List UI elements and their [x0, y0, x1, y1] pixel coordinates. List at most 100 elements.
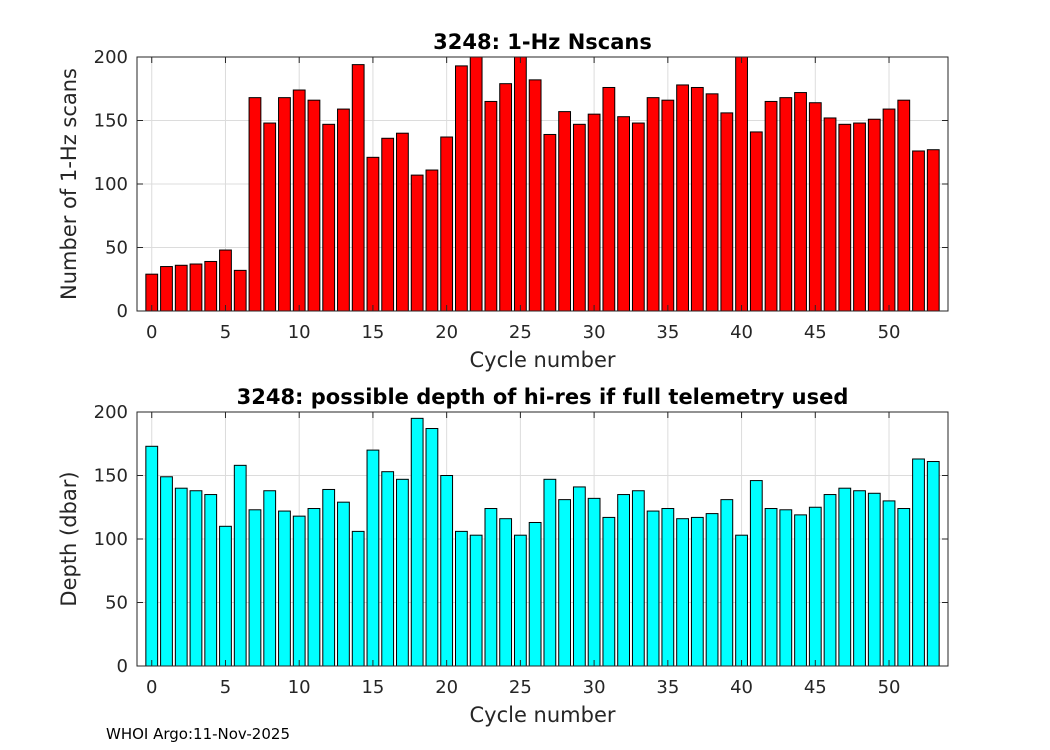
bottom-bar-2 — [174, 487, 188, 667]
top-bar-33 — [631, 122, 645, 312]
bottom-ytick-label-0: 0 — [117, 656, 128, 677]
top-bar-18 — [410, 174, 424, 312]
bottom-chart: 0 5 10 15 20 25 30 35 40 45 50 0 50 100 150 200 3248: po… — [57, 385, 949, 727]
bottom-xtick-label-45: 45 — [804, 677, 827, 698]
bottom-xtick-label-30: 30 — [583, 677, 606, 698]
bottom-bar-30 — [587, 497, 601, 667]
top-xtick-label-35: 35 — [656, 322, 679, 343]
top-bar-46 — [823, 117, 837, 312]
bottom-bar-19 — [425, 428, 439, 667]
top-bar-39 — [720, 112, 734, 312]
bottom-bar-4 — [204, 494, 218, 667]
bottom-xtick-label-15: 15 — [361, 677, 384, 698]
bottom-bar-48 — [853, 490, 866, 667]
bottom-bar-14 — [351, 530, 365, 667]
top-bar-52 — [912, 150, 925, 312]
top-xtick-label-0: 0 — [146, 322, 157, 343]
bottom-bar-23 — [484, 508, 498, 667]
bottom-bar-20 — [440, 475, 454, 667]
bottom-xtick-label-0: 0 — [146, 677, 157, 698]
bottom-bar-27 — [543, 478, 557, 667]
bottom-bar-46 — [823, 494, 837, 667]
bottom-bar-51 — [897, 508, 911, 667]
bottom-bar-24 — [499, 518, 513, 667]
bottom-bar-7 — [248, 509, 262, 667]
top-bar-13 — [337, 108, 350, 312]
top-bar-8 — [263, 122, 277, 312]
top-bar-50 — [882, 108, 896, 312]
bottom-bar-3 — [189, 490, 203, 667]
top-bar-10 — [292, 89, 306, 312]
bottom-bar-15 — [366, 449, 380, 667]
top-xtick-label-15: 15 — [361, 322, 384, 343]
bottom-bar-38 — [705, 513, 719, 667]
bottom-ytick-label-150: 150 — [94, 466, 128, 487]
top-bar-7 — [248, 97, 262, 312]
bottom-xtick-label-20: 20 — [435, 677, 458, 698]
top-bar-17 — [396, 132, 409, 312]
bottom-bar-1 — [160, 476, 173, 667]
bottom-bar-11 — [307, 508, 321, 667]
top-chart-title: 3248: 1-Hz Nscans — [433, 30, 652, 54]
top-bar-11 — [307, 99, 321, 312]
top-bar-26 — [528, 79, 542, 312]
bottom-bar-45 — [808, 506, 822, 667]
bottom-ytick-label-200: 200 — [94, 402, 128, 423]
top-ytick-label-50: 50 — [105, 238, 128, 259]
bottom-bar-49 — [867, 492, 881, 667]
top-bar-19 — [425, 169, 439, 312]
top-bar-43 — [779, 97, 793, 312]
bottom-bar-41 — [749, 480, 763, 667]
bottom-bar-42 — [764, 508, 778, 667]
bottom-bar-8 — [263, 490, 277, 667]
bottom-bar-6 — [233, 464, 247, 667]
bottom-bar-25 — [513, 534, 527, 667]
bottom-xtick-label-35: 35 — [656, 677, 679, 698]
top-xtick-label-45: 45 — [804, 322, 827, 343]
bottom-bar-35 — [661, 508, 675, 667]
top-bar-53 — [926, 149, 940, 312]
bottom-bar-47 — [838, 487, 852, 667]
bottom-bar-16 — [381, 471, 395, 667]
top-bar-37 — [690, 86, 704, 312]
top-bar-31 — [602, 86, 616, 312]
top-bar-25 — [513, 56, 527, 312]
top-bar-44 — [794, 92, 807, 312]
bottom-bar-33 — [631, 490, 645, 667]
bottom-bar-28 — [558, 499, 572, 667]
bottom-bar-50 — [882, 500, 896, 667]
bottom-chart-title: 3248: possible depth of hi-res if full t… — [237, 385, 849, 409]
top-bar-1 — [160, 266, 173, 312]
top-bar-2 — [174, 264, 188, 312]
bottom-ytick-label-50: 50 — [105, 593, 128, 614]
bottom-bar-12 — [322, 488, 336, 667]
top-bar-29 — [572, 123, 586, 312]
bottom-bar-37 — [690, 516, 704, 667]
bottom-bar-44 — [794, 514, 807, 667]
top-bar-30 — [587, 113, 601, 312]
top-bar-23 — [484, 100, 498, 312]
top-bar-5 — [219, 249, 232, 312]
bottom-bar-36 — [676, 518, 689, 667]
top-y-axis-label: Number of 1-Hz scans — [57, 68, 81, 300]
top-xtick-label-20: 20 — [435, 322, 458, 343]
bottom-xtick-label-25: 25 — [509, 677, 532, 698]
top-bar-35 — [661, 99, 675, 312]
top-xtick-label-5: 5 — [220, 322, 231, 343]
bottom-bar-0 — [145, 445, 159, 667]
bottom-y-axis-label: Depth (dbar) — [57, 471, 81, 606]
top-bar-36 — [676, 84, 689, 312]
top-bar-15 — [366, 156, 380, 312]
bottom-bar-32 — [617, 494, 630, 667]
top-bar-34 — [646, 97, 660, 312]
bottom-ytick-label-100: 100 — [94, 529, 128, 550]
bottom-bar-39 — [720, 499, 734, 667]
bottom-bar-18 — [410, 417, 424, 667]
top-bar-49 — [867, 118, 881, 312]
bottom-bar-21 — [455, 530, 468, 667]
top-xtick-label-25: 25 — [509, 322, 532, 343]
bottom-xtick-label-5: 5 — [220, 677, 231, 698]
top-bar-41 — [749, 131, 763, 312]
top-bar-27 — [543, 133, 557, 312]
top-bar-3 — [189, 263, 203, 312]
